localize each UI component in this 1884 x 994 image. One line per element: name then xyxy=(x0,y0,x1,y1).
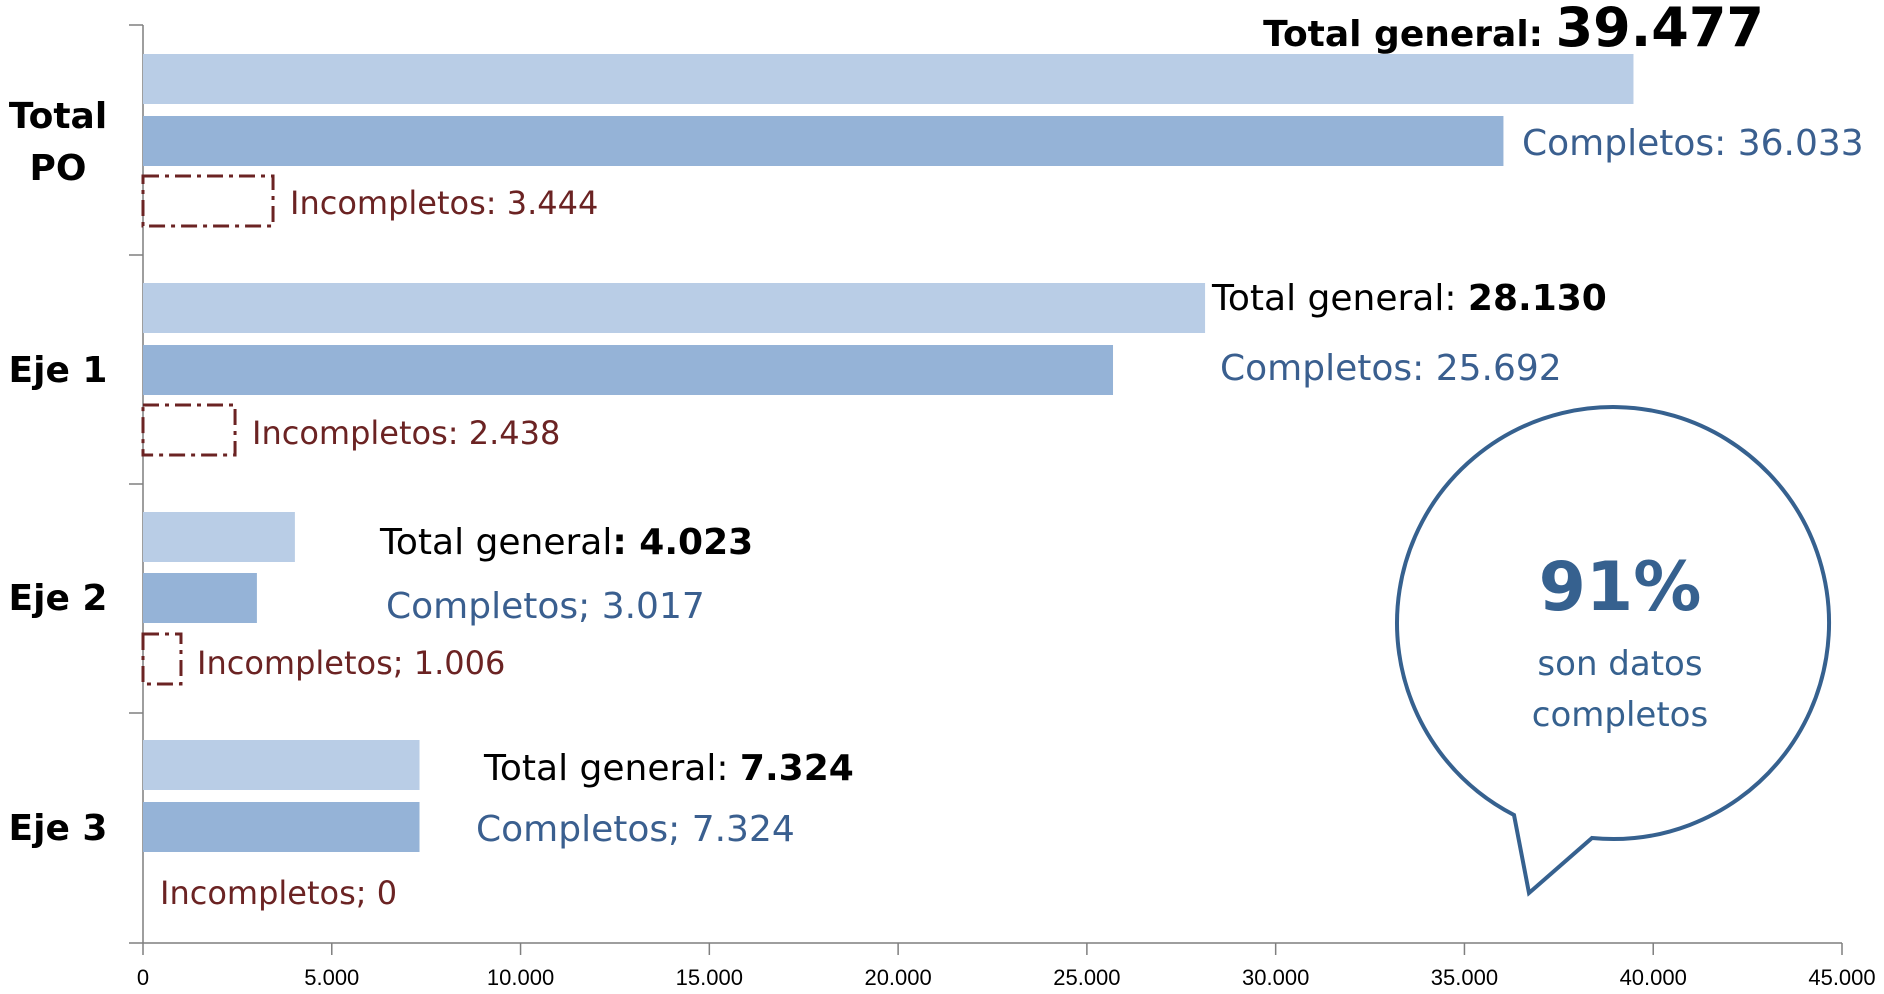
category-label: PO xyxy=(30,148,87,189)
x-tick-label: 45.000 xyxy=(1808,965,1875,990)
x-tick-label: 25.000 xyxy=(1053,965,1120,990)
label-total-general: Total general: 7.324 xyxy=(483,748,854,789)
category-label: Total xyxy=(9,96,107,137)
label-incompletos: Incompletos: 2.438 xyxy=(252,414,560,452)
label-total-prefix: Total general: xyxy=(1263,14,1555,55)
callout-percent: 91% xyxy=(1539,548,1702,627)
label-total-prefix: Total general: xyxy=(483,748,740,789)
callout-shape xyxy=(1395,405,1831,897)
label-total-value: : 4.023 xyxy=(612,522,753,563)
chart-bars xyxy=(141,54,1634,852)
callout-bubble: 91% son datos completos xyxy=(1395,405,1831,897)
bar-incompletos xyxy=(141,403,237,457)
bar-total xyxy=(143,740,420,790)
callout-line-2: completos xyxy=(1532,695,1708,735)
x-tick-label: 0 xyxy=(137,965,149,990)
label-completos: Completos; 7.324 xyxy=(476,809,795,850)
x-tick-label: 15.000 xyxy=(676,965,743,990)
category-labels: Total PO Eje 1 Eje 2 Eje 3 xyxy=(9,96,108,849)
label-total-general: Total general: 28.130 xyxy=(1211,278,1607,319)
bar-completos xyxy=(143,345,1114,395)
label-completos: Completos: 36.033 xyxy=(1522,123,1864,164)
x-axis-ticks: 0 5.000 10.000 15.000 20.000 25.000 30.000 35.0… xyxy=(137,943,1876,990)
bar-total xyxy=(143,54,1634,104)
label-total-value: 39.477 xyxy=(1556,0,1764,59)
category-label: Eje 1 xyxy=(9,350,108,391)
label-completos: Completos: 25.692 xyxy=(1220,348,1562,389)
bar-incompletos xyxy=(141,632,183,686)
bar-completos xyxy=(143,573,257,623)
label-total-value: 7.324 xyxy=(740,748,854,789)
data-labels: Total general: 39.477 Completos: 36.033 In… xyxy=(160,0,1864,912)
x-tick-label: 10.000 xyxy=(487,965,554,990)
bar-incompletos xyxy=(141,174,275,228)
category-label: Eje 3 xyxy=(9,808,108,849)
x-tick-label: 40.000 xyxy=(1620,965,1687,990)
label-total-general: Total general: 39.477 xyxy=(1263,0,1764,59)
bar-completos xyxy=(143,116,1504,166)
callout-line-1: son datos xyxy=(1537,644,1702,684)
label-incompletos: Incompletos; 1.006 xyxy=(197,644,505,682)
category-label: Eje 2 xyxy=(9,578,108,619)
bar-total xyxy=(143,512,295,562)
label-completos: Completos; 3.017 xyxy=(386,586,705,627)
bar-completos xyxy=(143,802,420,852)
label-total-general: Total general: 4.023 xyxy=(379,522,753,563)
x-tick-label: 30.000 xyxy=(1242,965,1309,990)
label-incompletos: Incompletos: 3.444 xyxy=(290,184,598,222)
label-total-prefix: Total general xyxy=(379,522,612,563)
label-total-prefix: Total general: xyxy=(1211,278,1468,319)
label-incompletos: Incompletos; 0 xyxy=(160,874,397,912)
x-tick-label: 5.000 xyxy=(304,965,359,990)
x-tick-label: 35.000 xyxy=(1431,965,1498,990)
bar-total xyxy=(143,283,1206,333)
x-tick-label: 20.000 xyxy=(864,965,931,990)
label-total-value: 28.130 xyxy=(1468,278,1607,319)
